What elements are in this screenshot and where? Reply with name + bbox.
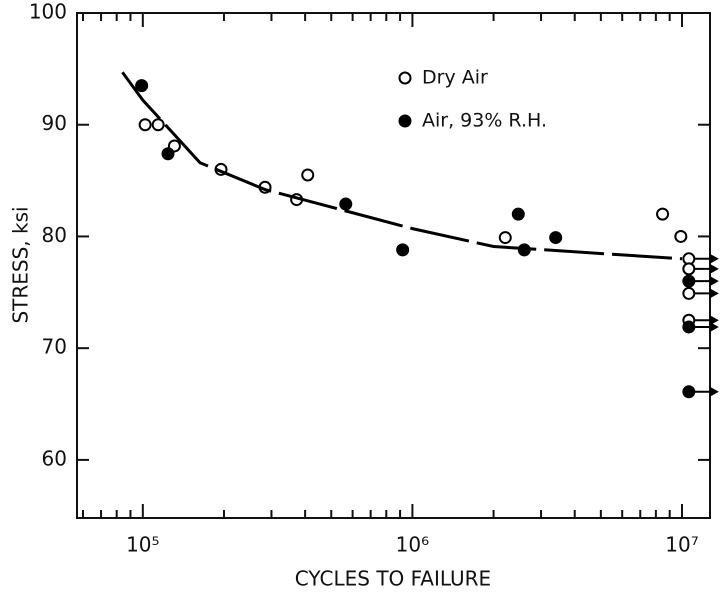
runout-arrowhead (709, 321, 719, 332)
runout-arrowhead (709, 263, 719, 274)
runout-arrowhead (709, 288, 719, 299)
data-point (682, 274, 696, 288)
data-point (135, 79, 149, 93)
y-tick-label: 90 (42, 111, 67, 135)
data-point (151, 118, 165, 132)
data-point (138, 118, 152, 132)
runout-arrowhead (709, 276, 719, 287)
data-point (682, 385, 696, 399)
legend-label: Dry Air (422, 67, 488, 89)
data-point (301, 168, 315, 182)
data-point (396, 243, 410, 257)
y-axis-label: STRESS, ksi (9, 206, 33, 323)
runout-arrowhead (709, 253, 719, 264)
data-point (161, 147, 175, 161)
data-point (674, 229, 688, 243)
y-tick-label: 60 (42, 446, 67, 470)
legend-label: Air, 93% R.H. (422, 110, 547, 132)
data-point (498, 231, 512, 245)
x-tick-label: 10⁷ (665, 533, 698, 557)
legend-marker (398, 114, 412, 128)
data-point (682, 262, 696, 276)
y-tick-label: 70 (42, 335, 67, 359)
plot-frame (76, 12, 711, 519)
data-point (549, 231, 563, 245)
data-point (656, 207, 670, 221)
fit-curve (121, 71, 683, 261)
data-point (339, 197, 353, 211)
x-tick-label: 10⁵ (126, 533, 159, 557)
data-point (682, 286, 696, 300)
runout-arrowhead (709, 315, 719, 326)
legend-marker (398, 71, 412, 85)
x-tick-label: 10⁶ (396, 533, 429, 557)
data-point (682, 320, 696, 334)
y-tick-label: 80 (42, 223, 67, 247)
data-point (511, 207, 525, 221)
runout-arrowhead (709, 386, 719, 397)
x-axis-label: CYCLES TO FAILURE (295, 567, 491, 591)
y-tick-label: 100 (29, 0, 67, 24)
